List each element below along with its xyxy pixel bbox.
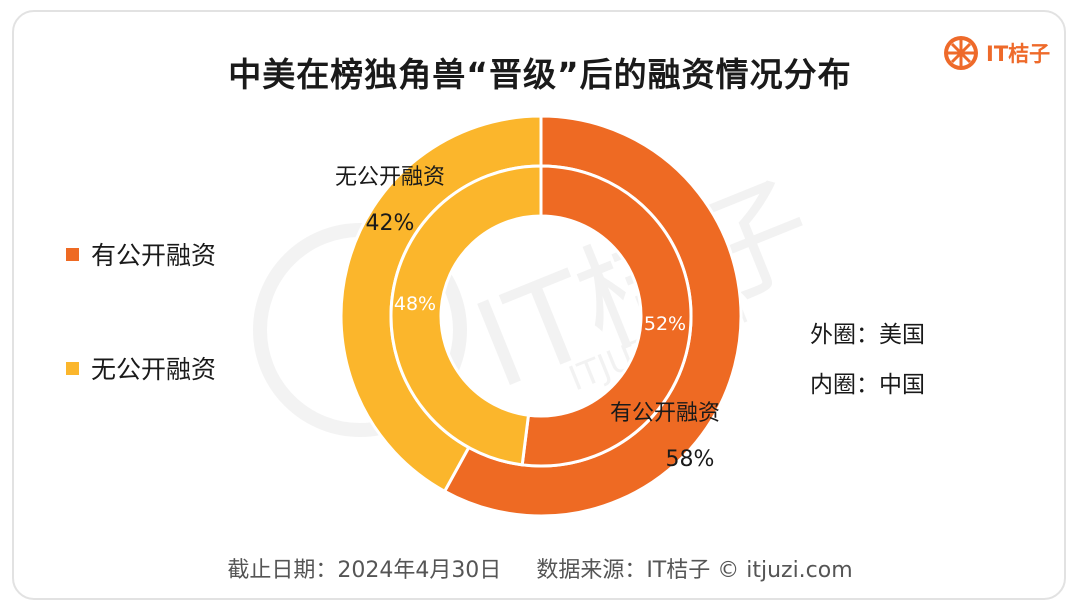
donut-slice-inner-0 [520, 164, 693, 468]
footer: 截止日期：2024年4月30日 数据来源：IT桔子 © itjuzi.com [0, 552, 1080, 584]
note-outer: 外圈：美国 [810, 322, 925, 348]
brand-name: IT桔子 [986, 42, 1051, 66]
legend-label-nonpublic: 无公开融资 [91, 355, 217, 384]
legend-swatch-nonpublic [66, 361, 79, 375]
brand-logo: IT桔子 [942, 34, 1050, 72]
data-label-value-inner-0: 52% [644, 313, 686, 335]
data-label-category-outer-1: 无公开融资 [335, 165, 445, 190]
legend-item-nonpublic: 无公开融资 [66, 350, 216, 386]
data-label-category-outer-0: 有公开融资 [610, 401, 720, 426]
data-label-value-inner-1: 48% [394, 293, 436, 315]
chart-title: 中美在榜独角兽“晋级”后的融资情况分布 [228, 55, 852, 94]
legend-label-public: 有公开融资 [91, 241, 217, 270]
donut-slice-inner-1 [389, 164, 543, 467]
legend-item-public: 有公开融资 [66, 236, 216, 272]
footer-source: 数据来源：IT桔子 © itjuzi.com [536, 558, 853, 583]
footer-date: 截止日期：2024年4月30日 [227, 558, 502, 583]
data-label-value-outer-0: 58% [666, 447, 715, 472]
data-label-value-outer-1: 42% [366, 211, 415, 236]
legend: 有公开融资 无公开融资 [66, 236, 216, 386]
note-inner: 内圈：中国 [810, 372, 925, 398]
orange-slice-icon [944, 36, 978, 70]
legend-swatch-public [66, 247, 79, 261]
